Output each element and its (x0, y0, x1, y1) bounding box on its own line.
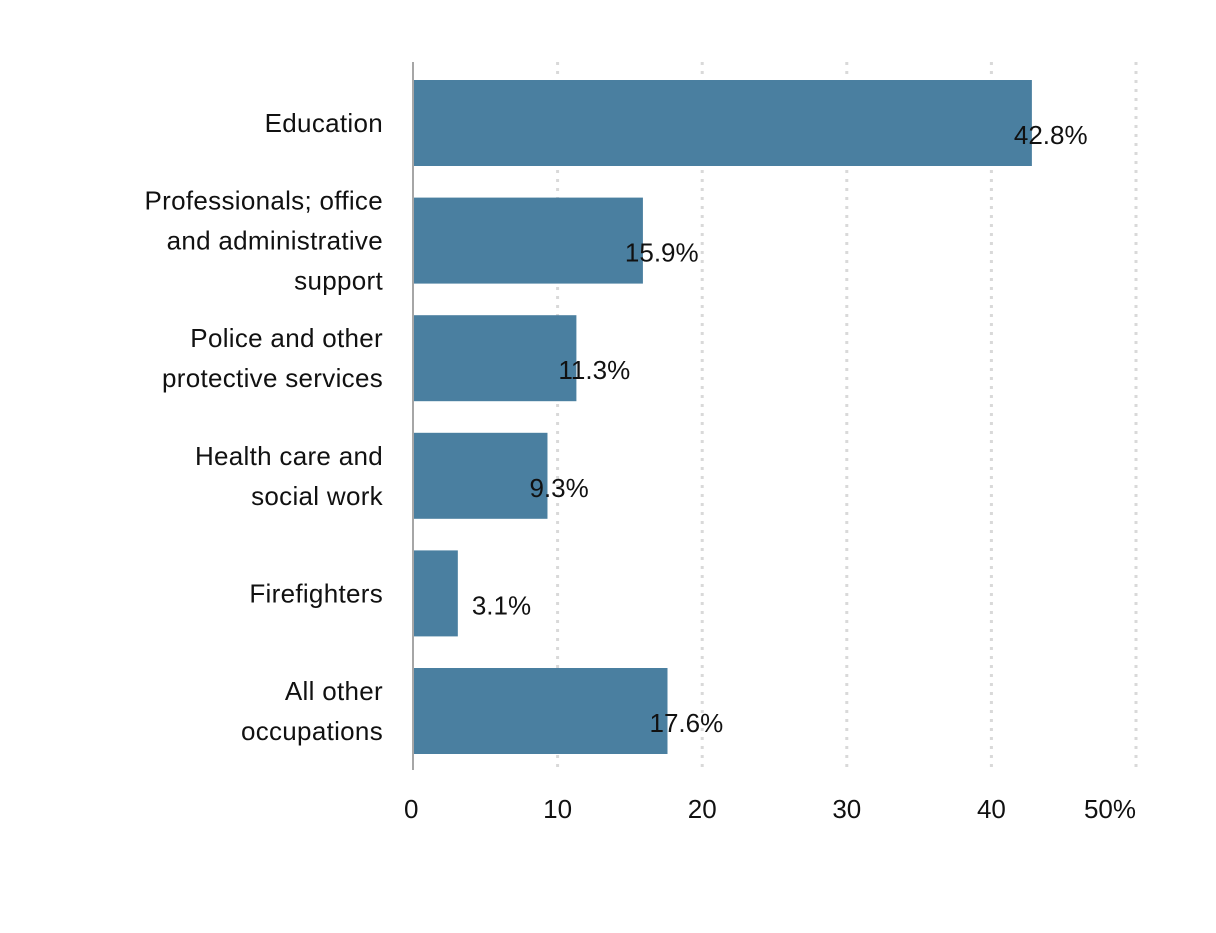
value-labels: 42.8% 15.9% 11.3% 9.3% 3.1% 17.6% (472, 120, 1088, 738)
value-label-1: 15.9% (625, 238, 699, 268)
value-label-3: 9.3% (529, 473, 588, 503)
bar-0 (413, 80, 1032, 166)
category-label-2: Police and other protective services (162, 323, 383, 393)
value-label-5: 17.6% (649, 708, 723, 738)
x-tick-label-40: 40 (977, 794, 1006, 824)
category-label-3: Health care and social work (195, 441, 384, 511)
category-label-0: Education (265, 108, 383, 138)
bar-3 (413, 432, 548, 519)
bar-1 (413, 197, 643, 284)
x-tick-label-10: 10 (543, 794, 572, 824)
x-tick-label-0: 0 (404, 794, 418, 824)
value-label-2: 11.3% (558, 355, 630, 385)
category-label-4: Firefighters (249, 578, 383, 608)
value-label-4: 3.1% (472, 590, 531, 620)
bar-4 (413, 550, 458, 637)
x-tick-label-50: 50% (1084, 794, 1136, 824)
x-tick-label-30: 30 (832, 794, 861, 824)
category-label-5: All other occupations (241, 676, 383, 746)
category-labels: Education Professionals; office and admini… (145, 108, 384, 746)
gridlines (556, 62, 1138, 770)
bar-2 (413, 315, 577, 402)
bar-5 (413, 668, 668, 754)
x-tick-label-20: 20 (688, 794, 717, 824)
category-label-1: Professionals; office and administrative s… (145, 186, 384, 296)
value-label-0: 42.8% (1014, 120, 1088, 150)
bars (413, 80, 1032, 754)
x-axis-ticks: 0 10 20 30 40 50% (404, 794, 1136, 824)
